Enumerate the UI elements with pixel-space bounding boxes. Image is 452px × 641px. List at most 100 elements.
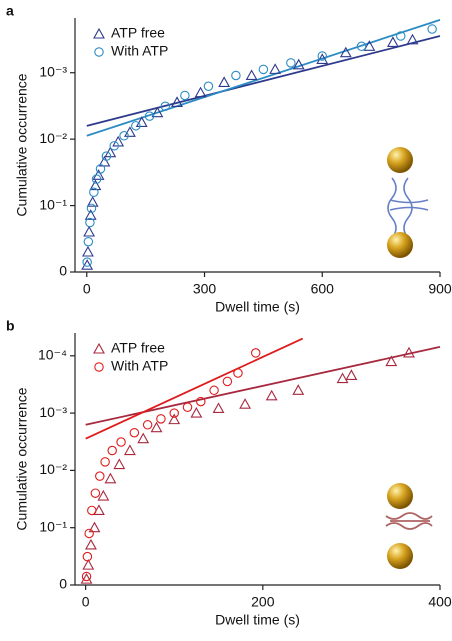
data-point [150, 421, 163, 433]
legend-marker [94, 47, 104, 57]
data-point [406, 33, 419, 45]
data-point [239, 398, 252, 409]
data-point [245, 69, 258, 81]
y-tick-label: 0 [59, 263, 67, 279]
legend-marker [93, 342, 105, 354]
data-point [316, 53, 329, 64]
legend-label: With ATP [111, 43, 168, 59]
data-point [91, 174, 102, 184]
data-point [396, 31, 406, 41]
data-point [160, 101, 171, 112]
data-point [258, 64, 269, 75]
data-point [129, 427, 140, 438]
data-point [218, 76, 231, 87]
data-point [84, 209, 97, 220]
data-point [190, 406, 203, 418]
data-point [386, 36, 399, 47]
data-point [156, 414, 166, 424]
y-tick-label: 10⁻² [39, 130, 67, 146]
x-tick-label: 300 [193, 281, 217, 297]
data-point [82, 257, 92, 267]
legend-marker [93, 27, 105, 39]
fit-line [86, 35, 441, 127]
data-point [104, 472, 117, 484]
data-point [169, 408, 179, 418]
data-point [131, 121, 141, 131]
data-point [345, 369, 358, 380]
data-point [144, 111, 155, 121]
data-point [81, 571, 92, 582]
data-point [356, 41, 367, 52]
panel-label: a [6, 3, 14, 19]
data-point [151, 106, 164, 118]
data-point [87, 505, 97, 516]
data-point [385, 355, 398, 367]
data-point [222, 376, 233, 387]
data-point [336, 372, 349, 384]
data-point [209, 385, 219, 396]
legend-label: With ATP [111, 358, 168, 374]
data-point [97, 489, 110, 501]
data-point [427, 24, 437, 34]
y-tick-label: 10⁻¹ [39, 518, 67, 534]
data-point [196, 396, 206, 407]
x-tick-label: 0 [83, 281, 91, 297]
x-tick-label: 900 [428, 281, 452, 297]
data-point [85, 538, 97, 550]
data-point [171, 96, 183, 107]
data-point [123, 444, 136, 456]
data-point [182, 402, 193, 412]
data-point [84, 528, 94, 539]
data-point [292, 58, 305, 70]
panel-label: b [6, 318, 15, 334]
data-point [231, 70, 241, 81]
data-point [135, 116, 148, 127]
data-point [286, 58, 296, 68]
inset-a [387, 147, 429, 258]
data-point [82, 558, 95, 570]
data-point [194, 86, 207, 98]
y-tick-label: 10⁻¹ [39, 196, 67, 212]
data-point [212, 402, 225, 414]
y-tick-label: 10⁻² [39, 461, 67, 477]
data-point [180, 90, 190, 101]
data-point [203, 81, 214, 92]
legend-label: ATP free [111, 25, 165, 41]
x-axis-label: Dwell time (s) [215, 612, 300, 628]
data-point [317, 51, 328, 61]
data-point [95, 471, 105, 481]
data-point [82, 245, 94, 257]
data-point [265, 389, 278, 401]
data-point [137, 432, 150, 444]
y-axis-label: Cumulative occurrence [14, 73, 30, 216]
x-axis-label: Dwell time (s) [215, 299, 300, 315]
data-point [100, 457, 110, 467]
data-point [292, 384, 305, 395]
inset-b [385, 483, 433, 569]
data-point [168, 413, 181, 425]
data-point [113, 458, 126, 470]
data-point [83, 225, 96, 237]
data-point [124, 126, 136, 137]
data-point [269, 63, 282, 74]
data-point [85, 217, 95, 228]
data-point [339, 46, 352, 58]
data-point [116, 437, 126, 447]
y-axis-label: Cumulative occurrence [14, 387, 30, 530]
x-tick-label: 200 [251, 594, 275, 610]
legend-marker [94, 362, 104, 372]
data-point [81, 259, 94, 270]
data-point [86, 203, 97, 214]
data-point [86, 196, 99, 207]
data-point [142, 420, 153, 430]
x-tick-label: 0 [82, 594, 90, 610]
x-tick-label: 600 [311, 281, 335, 297]
data-point [89, 187, 99, 197]
data-point [89, 179, 102, 191]
data-point [403, 346, 415, 358]
data-point [233, 368, 243, 378]
data-point [109, 141, 119, 151]
data-point [101, 151, 112, 161]
data-point [80, 573, 93, 584]
